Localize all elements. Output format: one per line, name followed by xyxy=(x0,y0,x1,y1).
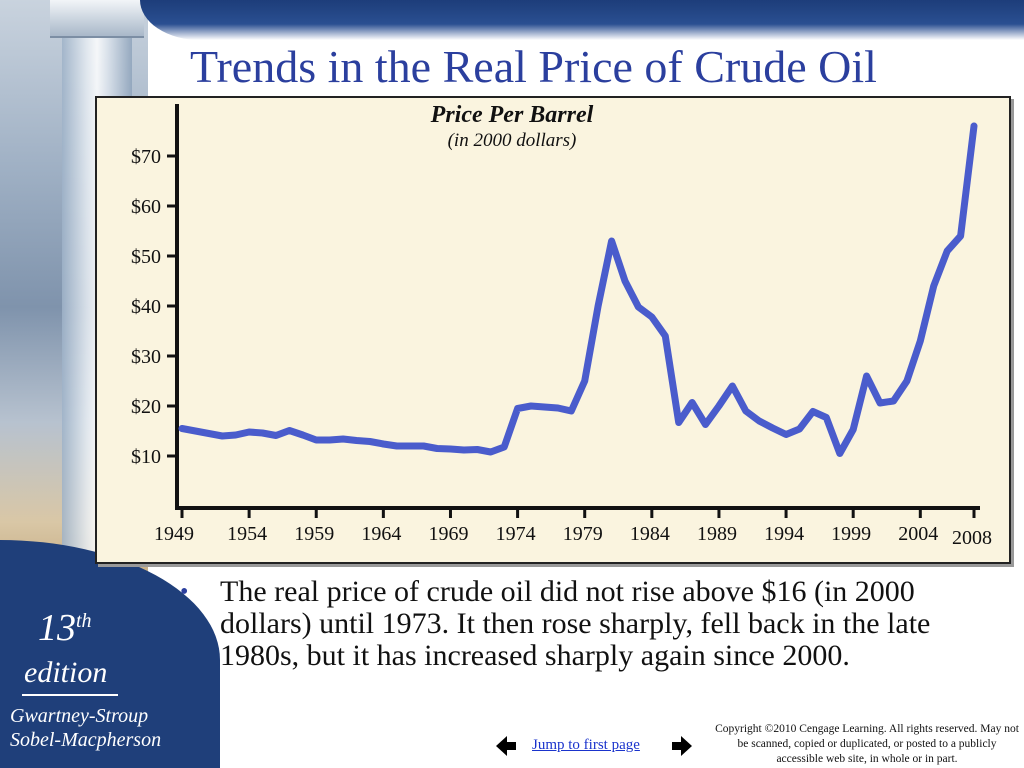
previous-arrow-icon[interactable] xyxy=(494,734,518,758)
y-ticks: $10 $20 $30 $40 $50 $60 $70 xyxy=(131,146,177,468)
y-tick-label: $50 xyxy=(131,246,161,268)
y-tick-label: $30 xyxy=(131,346,161,368)
chart-frame xyxy=(95,96,1011,564)
x-tick-label: 1974 xyxy=(496,523,536,545)
chart-title: Price Per Barrel xyxy=(430,102,594,128)
bullet-point: • The real price of crude oil did not ri… xyxy=(180,575,978,672)
x-tick-label: 1984 xyxy=(630,523,670,545)
y-tick-label: $40 xyxy=(131,296,161,318)
x-tick-label: 1994 xyxy=(764,523,804,545)
jump-to-first-page-link[interactable]: Jump to first page xyxy=(532,737,640,753)
x-ticks: 1949 1954 1959 1964 1969 1974 1979 1984 1989 1994… xyxy=(154,508,992,549)
x-tick-label: 1954 xyxy=(227,523,267,545)
x-tick-label: 1969 xyxy=(428,523,468,545)
next-arrow-icon[interactable] xyxy=(670,734,694,758)
y-tick-label: $10 xyxy=(131,446,161,468)
chart-axes xyxy=(175,104,980,510)
bullet-icon: • xyxy=(180,579,189,605)
slide-title: Trends in the Real Price of Crude Oil xyxy=(190,41,877,92)
copyright-notice: Copyright ©2010 Cengage Learning. All ri… xyxy=(715,723,1019,765)
y-tick-label: $20 xyxy=(131,396,161,418)
x-tick-label: 1989 xyxy=(697,523,737,545)
x-tick-label: 1999 xyxy=(831,523,871,545)
series-layer xyxy=(178,122,978,457)
edition-divider xyxy=(22,694,118,696)
authors-line-2: Sobel-Macpherson xyxy=(10,729,162,751)
price-series-line xyxy=(178,122,978,457)
authors: Gwartney-Stroup Sobel-Macpherson xyxy=(10,704,161,752)
edition-badge: 13th xyxy=(38,606,92,650)
x-tick-label: 1979 xyxy=(563,523,603,545)
authors-line-1: Gwartney-Stroup xyxy=(10,705,149,727)
edition-suffix: th xyxy=(76,610,92,632)
chart-subtitle: (in 2000 dollars) xyxy=(447,130,577,151)
x-tick-label: 1959 xyxy=(294,523,334,545)
x-tick-label: 1949 xyxy=(154,523,194,545)
y-tick-label: $60 xyxy=(131,196,161,218)
column-capital xyxy=(50,0,144,38)
y-tick-label: $70 xyxy=(131,146,161,168)
x-tick-label: 1964 xyxy=(361,523,401,545)
x-tick-label: 2004 xyxy=(898,523,938,545)
x-tick-label: 2008 xyxy=(952,527,992,549)
top-band xyxy=(140,0,1024,40)
edition-number: 13 xyxy=(38,607,76,649)
bullet-text: The real price of crude oil did not rise… xyxy=(220,575,931,672)
edition-word: edition xyxy=(24,656,108,689)
